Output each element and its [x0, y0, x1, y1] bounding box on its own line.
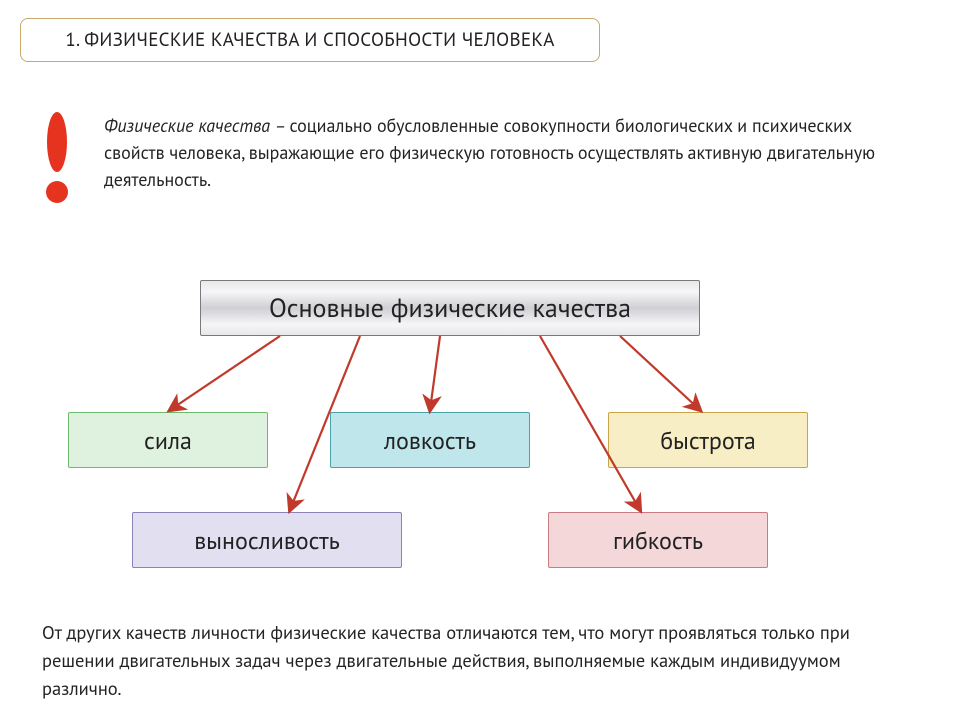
diagram-root: Основные физические качества [200, 280, 700, 336]
diagram-node-gibkost: гибкость [548, 512, 768, 568]
definition-term: Физические качества [104, 114, 270, 137]
diagram-node-bystrota: быстрота [608, 412, 808, 468]
diagram-node-label: гибкость [613, 525, 703, 556]
diagram-arrows [0, 0, 960, 720]
diagram-arrow [620, 336, 700, 410]
definition-text: Физические качества – социально обусловл… [104, 112, 884, 193]
footer-text: От других качеств личности физические ка… [42, 620, 922, 703]
title-text: 1. ФИЗИЧЕСКИЕ КАЧЕСТВА И СПОСОБНОСТИ ЧЕЛ… [65, 28, 554, 52]
exclamation-icon [44, 112, 70, 213]
diagram-node-sila: сила [68, 412, 268, 468]
diagram-arrow [430, 336, 440, 410]
diagram-node-label: сила [144, 425, 192, 456]
diagram-node-label: ловкость [384, 425, 476, 456]
diagram-node-label: выносливость [194, 525, 340, 556]
diagram-node-label: быстрота [660, 425, 756, 456]
footer-body: От других качеств личности физические ка… [42, 621, 850, 701]
diagram-arrow [170, 336, 280, 410]
definition-dash: – [270, 114, 289, 137]
diagram-node-lovkost: ловкость [330, 412, 530, 468]
diagram-node-vynoslivost: выносливость [132, 512, 402, 568]
page-title: 1. ФИЗИЧЕСКИЕ КАЧЕСТВА И СПОСОБНОСТИ ЧЕЛ… [20, 18, 600, 62]
diagram-root-label: Основные физические качества [269, 292, 631, 325]
